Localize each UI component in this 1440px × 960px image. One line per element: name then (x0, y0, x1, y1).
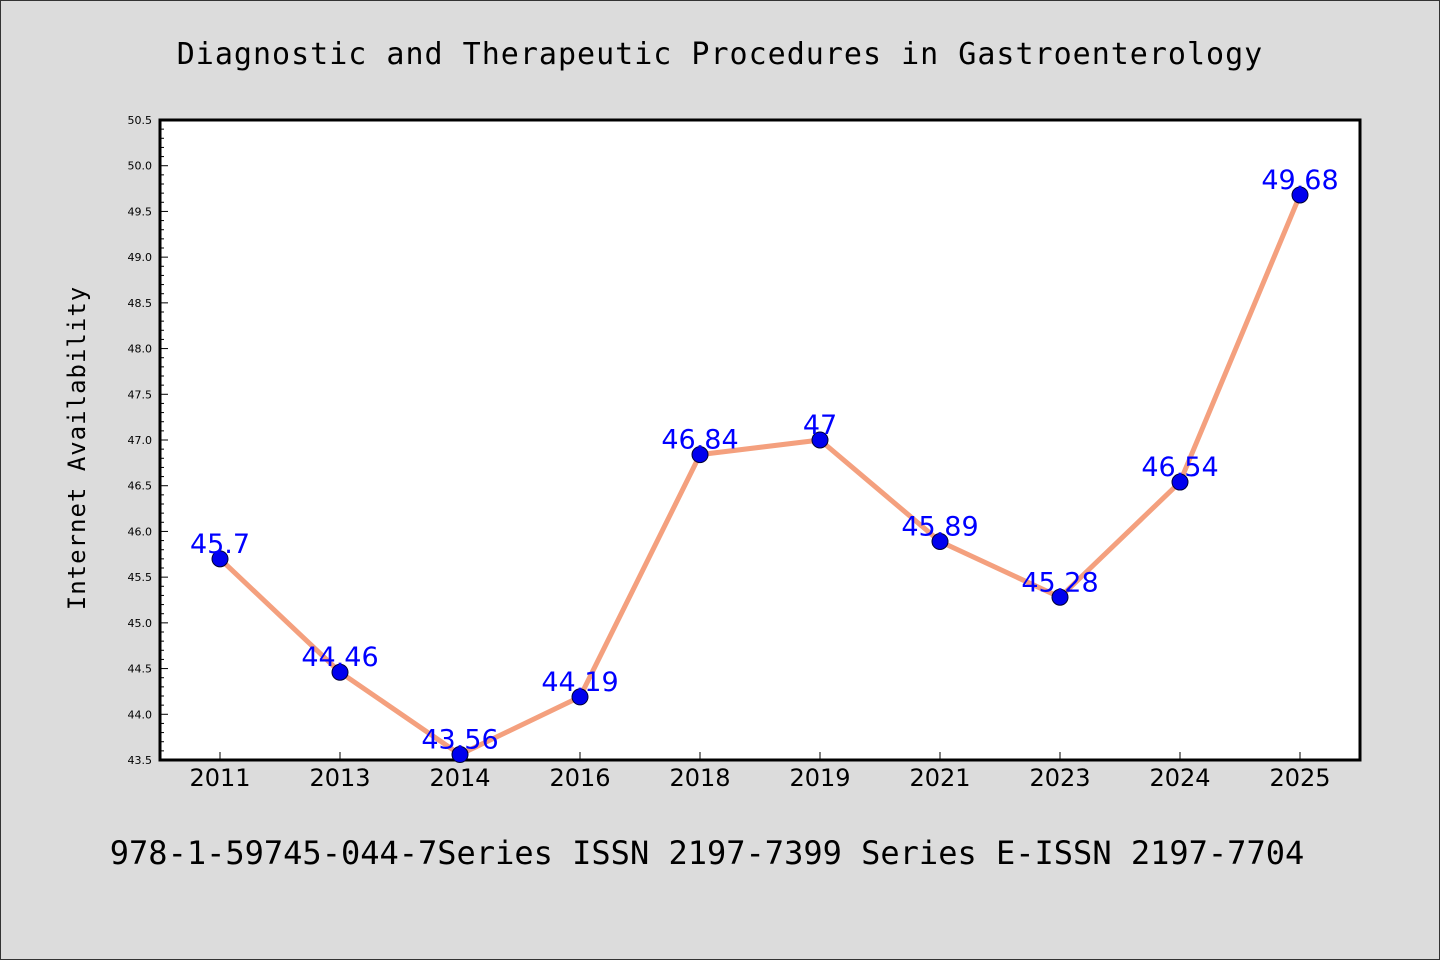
y-tick-label: 48.5 (128, 297, 153, 310)
data-point (211, 550, 229, 568)
data-label: 45.7 (190, 529, 250, 560)
data-point (931, 532, 949, 550)
data-label: 45.89 (901, 511, 978, 542)
y-tick-label: 43.5 (128, 754, 153, 767)
x-axis: 2011 2013 2014 2016 2018 2019 2021 2023 2024 2025 (189, 752, 1331, 792)
data-label: 46.84 (661, 425, 738, 456)
y-tick-label: 46.5 (128, 480, 153, 493)
y-tick-label: 44.0 (128, 708, 153, 721)
data-point (1291, 186, 1309, 204)
data-label: 46.54 (1141, 452, 1218, 483)
y-tick-label: 50.0 (128, 160, 153, 173)
x-tick-label: 2018 (669, 764, 730, 792)
series-line (217, 192, 1303, 758)
data-point (811, 431, 829, 449)
data-label: 44.19 (541, 667, 618, 698)
y-tick-label: 49.5 (128, 205, 153, 218)
data-point (331, 663, 349, 681)
series-layer: 45.7 44.46 43.56 44.19 46.84 47 45.89 45.28 46.5… (190, 165, 1339, 764)
y-tick-label: 44.5 (128, 663, 153, 676)
data-point (571, 688, 589, 706)
x-tick-label: 2023 (1029, 764, 1090, 792)
data-point (691, 446, 709, 464)
data-label: 43.56 (421, 725, 498, 756)
y-tick-label: 49.0 (128, 251, 153, 264)
x-tick-label: 2016 (549, 764, 610, 792)
x-tick-label: 2021 (909, 764, 970, 792)
footer-text: 978-1-59745-044-7Series ISSN 2197-7399 S… (110, 834, 1304, 872)
y-tick-label: 45.0 (128, 617, 153, 630)
y-tick-label: 50.5 (128, 114, 153, 127)
x-tick-label: 2014 (429, 764, 490, 792)
y-tick-label: 47.5 (128, 388, 153, 401)
data-label: 44.46 (301, 642, 378, 673)
data-point (1051, 588, 1069, 606)
x-tick-label: 2025 (1269, 764, 1330, 792)
x-tick-label: 2019 (789, 764, 850, 792)
data-label: 45.28 (1021, 567, 1098, 598)
data-label: 49.68 (1261, 165, 1338, 196)
y-axis: 43.5 44.0 44.5 45.0 45.5 46.0 46.5 47.0 47.5 48.0… (128, 114, 168, 767)
chart-title: Diagnostic and Therapeutic Procedures in… (177, 37, 1264, 72)
data-point (1171, 473, 1189, 491)
plot-area (158, 118, 1362, 762)
data-point (451, 746, 469, 764)
x-tick-label: 2024 (1149, 764, 1210, 792)
y-tick-label: 48.0 (128, 343, 153, 356)
x-tick-label: 2011 (189, 764, 250, 792)
y-tick-label: 46.0 (128, 525, 153, 538)
y-axis-label: Internet Availability (63, 286, 91, 610)
y-tick-label: 45.5 (128, 571, 153, 584)
data-label: 47 (803, 410, 837, 441)
x-tick-label: 2013 (309, 764, 370, 792)
y-tick-label: 47.0 (128, 434, 153, 447)
